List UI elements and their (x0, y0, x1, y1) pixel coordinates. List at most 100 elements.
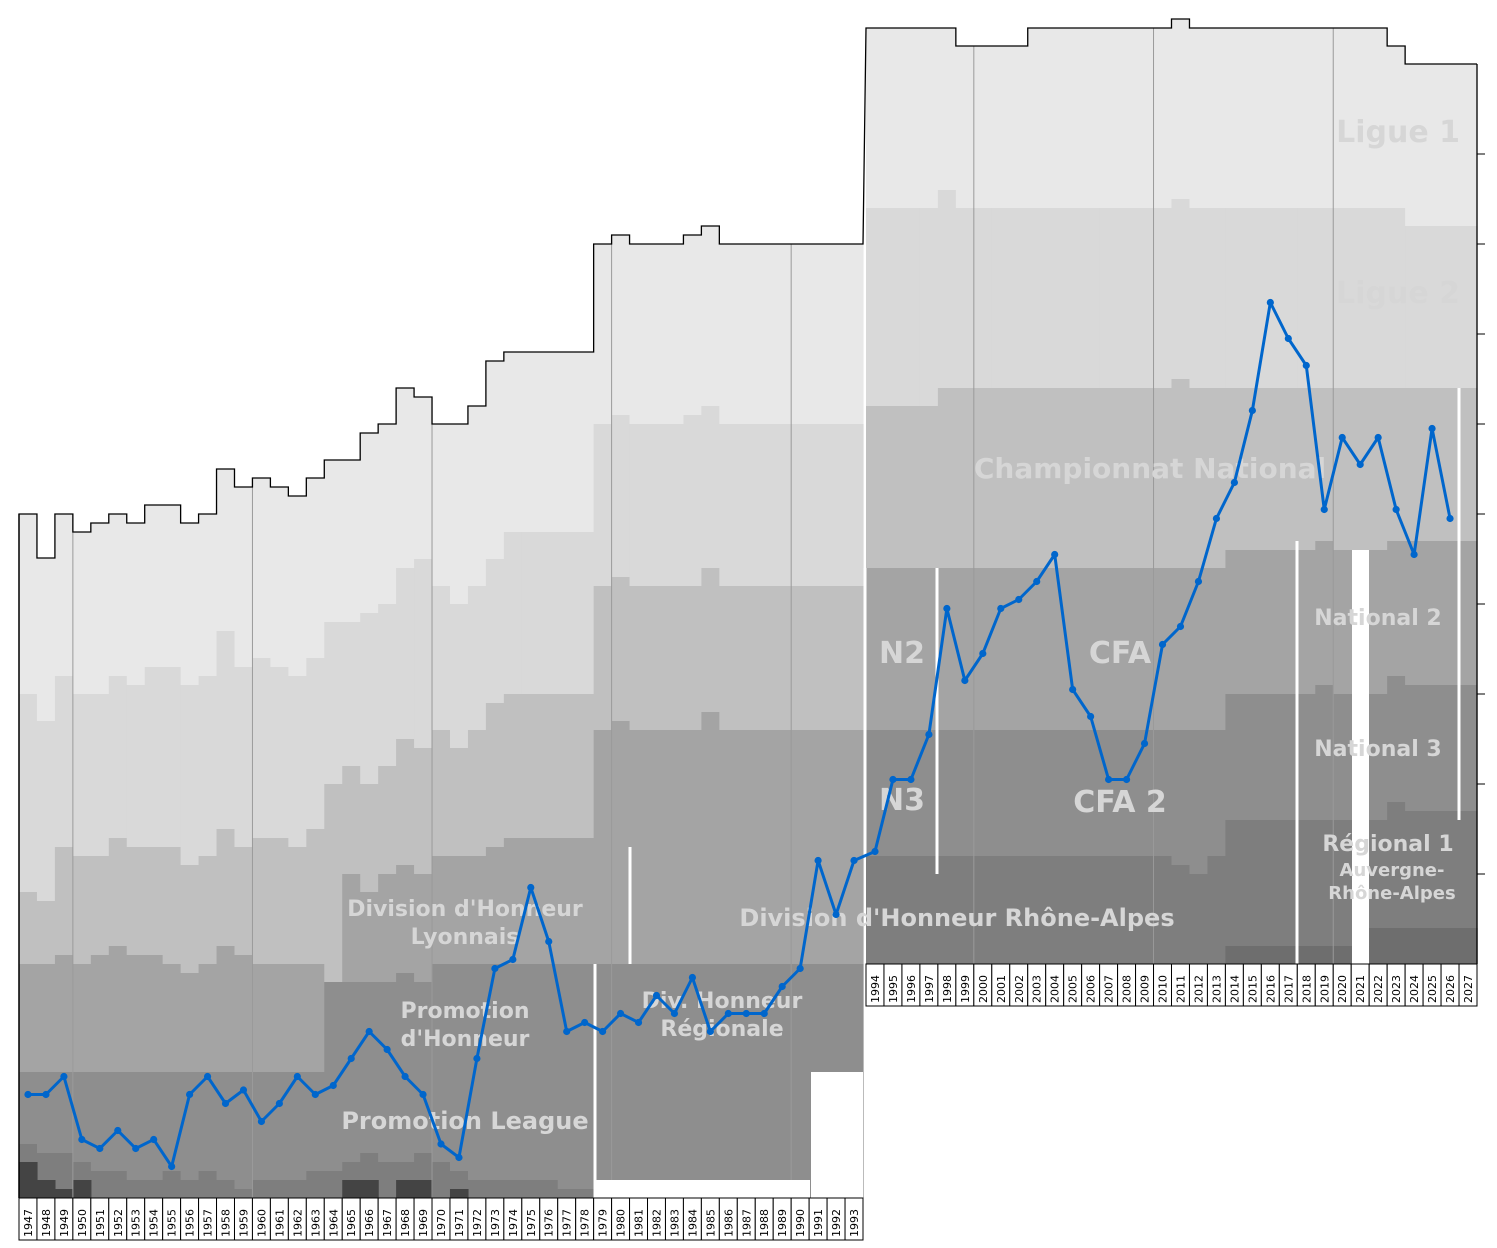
tier-band (557, 1189, 577, 1198)
tier-band (955, 388, 975, 568)
tier-band (1405, 64, 1424, 226)
year-label: 1997 (923, 975, 936, 1003)
tier-band (216, 469, 236, 631)
tier-band (955, 208, 975, 388)
tier-band (1405, 685, 1424, 811)
tier-band (1027, 208, 1047, 388)
tier-band (1441, 928, 1460, 964)
tier-band (1171, 379, 1191, 568)
tier-band (647, 730, 667, 964)
tier-band (1297, 550, 1316, 694)
tier-band (955, 568, 975, 730)
tier-band (306, 829, 325, 964)
tier-band (1207, 856, 1227, 964)
data-point (670, 1009, 679, 1018)
tier-band (919, 406, 939, 568)
tier-band (485, 964, 505, 1180)
tier-band (144, 955, 164, 1072)
tier-band (234, 1189, 254, 1198)
tier-band (1009, 388, 1029, 568)
tier-band (432, 730, 451, 856)
tier-band (324, 1171, 343, 1198)
tier-band (1243, 694, 1262, 820)
data-point (581, 1018, 589, 1027)
year-label: 1978 (579, 1209, 592, 1237)
tier-band (866, 730, 885, 856)
tier-band (108, 514, 128, 676)
data-point (150, 1135, 158, 1144)
tier-band (1153, 208, 1173, 388)
tier-band (180, 973, 200, 1072)
data-point (832, 910, 840, 919)
data-point (634, 1018, 643, 1027)
tier-band (575, 352, 595, 532)
tier-band (629, 424, 649, 586)
tier-band (1387, 928, 1406, 964)
tier-band (270, 1072, 289, 1180)
tier-band (1387, 541, 1406, 676)
data-point (239, 1086, 248, 1094)
data-point (293, 1072, 301, 1081)
tier-band (883, 208, 903, 406)
tier-band (306, 1171, 325, 1198)
tier-band (252, 658, 272, 838)
tier-band (809, 730, 828, 964)
tier-band (216, 1072, 236, 1180)
data-point (778, 982, 786, 991)
tier-band (866, 406, 885, 568)
tier-band (54, 1189, 74, 1198)
data-point (871, 847, 879, 856)
tier-band (19, 514, 38, 694)
data-point (742, 1009, 750, 1018)
tier-band (575, 1189, 595, 1198)
tier-band (342, 1180, 361, 1198)
tier-band (270, 838, 289, 964)
tier-band (755, 244, 774, 424)
tier-band (360, 1180, 379, 1198)
tier-band (901, 28, 921, 208)
tier-band (1009, 46, 1029, 208)
tier-band (1261, 28, 1280, 208)
year-label: 1988 (758, 1209, 771, 1237)
tier-band (791, 244, 810, 424)
data-point (1176, 622, 1185, 631)
tier-band (1045, 28, 1065, 208)
tier-band (1027, 568, 1047, 730)
year-label: 2020 (1336, 975, 1349, 1003)
tier-band (1261, 820, 1280, 964)
tier-band (1153, 856, 1173, 964)
tier-band (593, 586, 613, 730)
tier-band (611, 577, 631, 721)
data-point (1446, 514, 1454, 523)
tier-band (1063, 208, 1083, 388)
tier-band (991, 388, 1011, 568)
data-point (1410, 550, 1418, 559)
year-label: 1977 (561, 1209, 574, 1237)
tier-band (198, 514, 218, 676)
tier-band (162, 1171, 182, 1198)
year-label: 1953 (130, 1209, 143, 1237)
tier-band (937, 730, 957, 856)
data-point (1087, 712, 1095, 721)
tier-band (991, 730, 1011, 856)
data-point (365, 1027, 373, 1036)
data-point (1194, 577, 1203, 586)
gap-1991 (811, 1072, 863, 1198)
tier-band (342, 874, 361, 982)
tier-band (324, 784, 343, 982)
tier-band (1423, 226, 1442, 388)
tier-band (485, 361, 505, 559)
tier-band (306, 658, 325, 829)
tier-band (919, 28, 939, 208)
tier-band (937, 190, 957, 388)
tier-band (1027, 388, 1047, 568)
tier-band (144, 1180, 164, 1198)
tier-band (973, 856, 993, 964)
tier-band (180, 1180, 200, 1198)
year-label: 1999 (959, 975, 972, 1003)
tier-band (503, 838, 523, 964)
data-point (257, 1117, 266, 1126)
tier-band (1135, 730, 1155, 856)
tier-band (1243, 946, 1262, 964)
